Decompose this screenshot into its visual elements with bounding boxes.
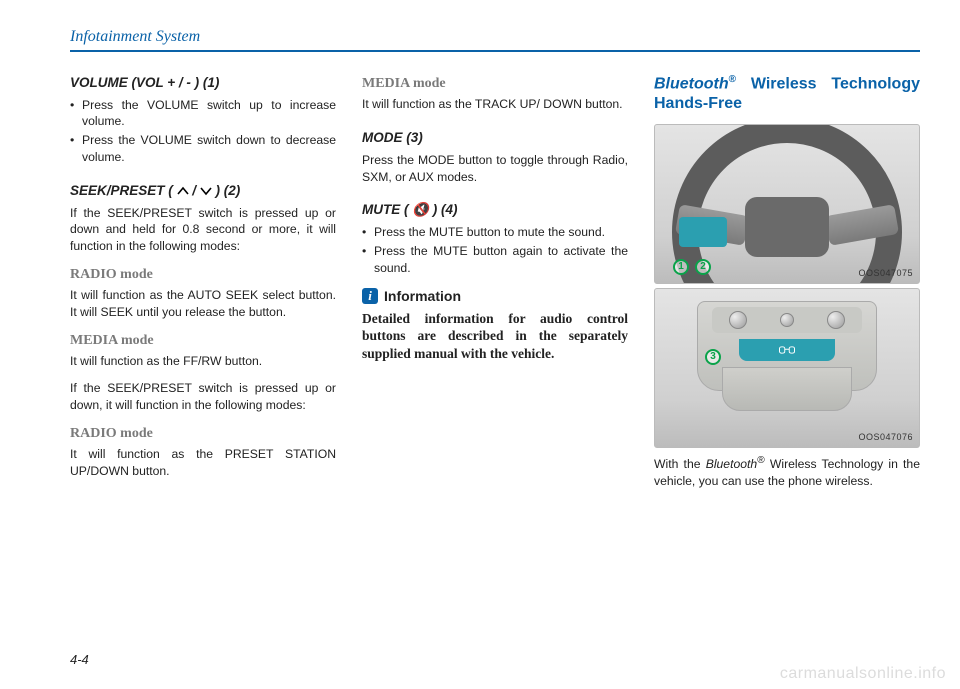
steering-wheel-figure: 1 2 OOS047075 [654, 124, 920, 284]
mode-paragraph: Press the MODE button to toggle through … [362, 152, 628, 186]
column-2: MEDIA mode It will function as the TRACK… [362, 74, 628, 500]
registered-mark: ® [729, 74, 736, 85]
media-mode-heading: MEDIA mode [70, 331, 336, 350]
bt-para-word: Bluetooth [706, 457, 758, 471]
information-label: Information [384, 287, 461, 306]
volume-heading: VOLUME (VOL + / - ) (1) [70, 74, 336, 93]
steering-button-cluster [679, 217, 727, 247]
list-item: Press the MUTE button to mute the sound. [362, 224, 628, 241]
steering-wheel-hub [745, 197, 829, 257]
figure-id-2: OOS047076 [858, 431, 913, 443]
chevron-up-icon [177, 186, 189, 196]
radio-mode-paragraph-2: It will function as the PRESET STATION U… [70, 446, 336, 480]
map-light-left [729, 311, 747, 329]
media-mode-heading-2: MEDIA mode [362, 74, 628, 93]
list-item: Press the VOLUME switch up to increase v… [70, 97, 336, 131]
bluetooth-footer-paragraph: With the Bluetooth® Wireless Technology … [654, 454, 920, 490]
radio-mode-heading: RADIO mode [70, 265, 336, 284]
radio-mode-paragraph: It will function as the AUTO SEEK select… [70, 287, 336, 321]
mode-heading: MODE (3) [362, 129, 628, 148]
column-3: Bluetooth® Wireless Technology Hands-Fre… [654, 74, 920, 500]
microphone-bezel [739, 339, 835, 361]
sunglass-holder [722, 367, 852, 411]
chevron-down-icon [200, 186, 212, 196]
media-mode-paragraph: It will function as the FF/RW button. [70, 353, 336, 370]
list-item: Press the VOLUME switch down to decrease… [70, 132, 336, 166]
column-1: VOLUME (VOL + / - ) (1) Press the VOLUME… [70, 74, 336, 500]
info-icon: i [362, 288, 378, 304]
sunglass-icon [778, 344, 796, 356]
seek-heading-pre: SEEK/PRESET ( [70, 183, 177, 198]
bt-para-pre: With the [654, 457, 706, 471]
media-mode-paragraph-2: It will function as the TRACK UP/ DOWN b… [362, 96, 628, 113]
page-number: 4-4 [70, 652, 89, 667]
seek-paragraph-1: If the SEEK/PRESET switch is pressed up … [70, 205, 336, 255]
header-rule [70, 50, 920, 52]
seek-heading: SEEK/PRESET ( / ) (2) [70, 182, 336, 201]
information-body: Detailed information for audio control b… [362, 310, 628, 363]
figure-id-1: OOS047075 [858, 267, 913, 279]
bluetooth-word: Bluetooth [654, 75, 729, 92]
overhead-console-figure: 3 OOS047076 [654, 288, 920, 448]
map-light-right [827, 311, 845, 329]
seek-heading-post: ) (2) [212, 183, 241, 198]
watermark: carmanualsonline.info [780, 665, 946, 683]
bluetooth-section-title: Bluetooth® Wireless Technology Hands-Fre… [654, 74, 920, 114]
registered-mark: ® [757, 455, 764, 466]
volume-bullets: Press the VOLUME switch up to increase v… [70, 97, 336, 166]
chapter-title: Infotainment System [70, 28, 920, 46]
radio-mode-heading-2: RADIO mode [70, 424, 336, 443]
console-center-button [780, 313, 794, 327]
seek-paragraph-2: If the SEEK/PRESET switch is pressed up … [70, 380, 336, 414]
mute-heading: MUTE ( 🔇 ) (4) [362, 201, 628, 220]
content-columns: VOLUME (VOL + / - ) (1) Press the VOLUME… [70, 74, 920, 500]
list-item: Press the MUTE button again to activate … [362, 243, 628, 277]
mute-bullets: Press the MUTE button to mute the sound.… [362, 224, 628, 276]
information-row: i Information [362, 287, 628, 306]
console-top-row [712, 307, 862, 333]
